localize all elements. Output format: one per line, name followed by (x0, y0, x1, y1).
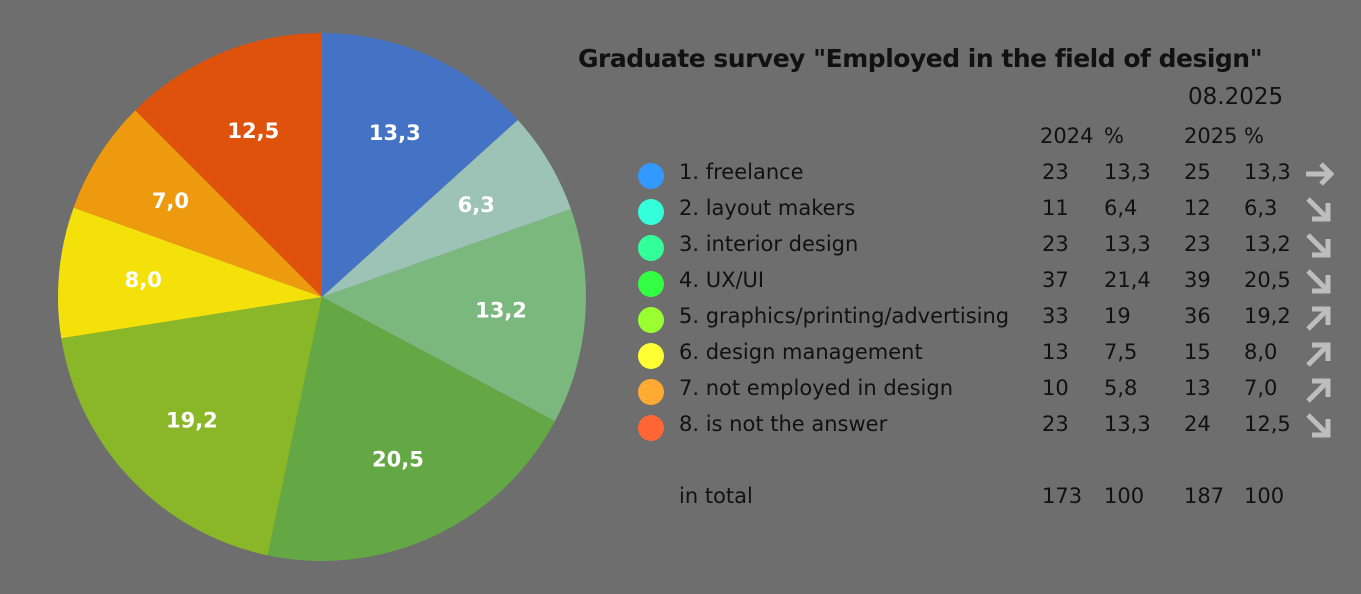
legend-dot-5 (638, 307, 664, 333)
value-2025-7: 13 (1184, 376, 1211, 400)
pie-slice-4 (267, 297, 555, 561)
legend-label-7: 7. not employed in design (679, 376, 954, 400)
legend-label-4: 4. UX/UI (679, 268, 765, 292)
col-header-2024-percent: % (1104, 124, 1124, 148)
percent-2024-7: 5,8 (1104, 376, 1138, 400)
pie-slice-1 (322, 33, 518, 297)
percent-2025-4: 20,5 (1244, 268, 1291, 292)
value-2025-2: 12 (1184, 196, 1211, 220)
percent-2024-1: 13,3 (1104, 160, 1151, 184)
legend-dot-8 (638, 415, 664, 441)
pie-slice-8 (135, 33, 322, 297)
col-header-2024: 2024 (1040, 124, 1094, 148)
pie-slice-label-2: 6,3 (458, 193, 495, 217)
percent-2025-6: 8,0 (1244, 340, 1278, 364)
legend-label-5: 5. graphics/printing/advertising (679, 304, 1010, 328)
total-2025: 187 (1184, 484, 1225, 508)
legend-dot-1 (638, 163, 664, 189)
total-label: in total (679, 484, 753, 508)
arrow-up-right-icon (1304, 303, 1334, 333)
legend-label-1: 1. freelance (679, 160, 804, 184)
legend-label-2: 2. layout makers (679, 196, 856, 220)
arrow-up-right-icon (1304, 375, 1334, 405)
percent-2024-8: 13,3 (1104, 412, 1151, 436)
value-2025-5: 36 (1184, 304, 1211, 328)
pie-slice-label-4: 20,5 (372, 448, 424, 472)
value-2024-4: 37 (1042, 268, 1069, 292)
legend-dot-2 (638, 199, 664, 225)
legend-dot-3 (638, 235, 664, 261)
pie-slice-label-8: 12,5 (227, 119, 279, 143)
value-2024-7: 10 (1042, 376, 1069, 400)
value-2025-8: 24 (1184, 412, 1211, 436)
value-2024-2: 11 (1042, 196, 1069, 220)
pie-slice-label-7: 7,0 (152, 189, 189, 213)
percent-2024-5: 19 (1104, 304, 1131, 328)
pie-slice-2 (322, 119, 571, 297)
value-2025-1: 25 (1184, 160, 1211, 184)
value-2024-8: 23 (1042, 412, 1069, 436)
value-2024-1: 23 (1042, 160, 1069, 184)
legend-dot-6 (638, 343, 664, 369)
percent-2025-3: 13,2 (1244, 232, 1291, 256)
col-header-2025-percent: % (1244, 124, 1264, 148)
pie-slice-7 (73, 110, 322, 297)
percent-2025-7: 7,0 (1244, 376, 1278, 400)
percent-2024-4: 21,4 (1104, 268, 1151, 292)
arrow-down-right-icon (1304, 195, 1334, 225)
pie-slice-5 (61, 297, 323, 556)
percent-2024-6: 7,5 (1104, 340, 1138, 364)
legend-dot-7 (638, 379, 664, 405)
total-2024: 173 (1042, 484, 1083, 508)
col-header-2025: 2025 (1184, 124, 1238, 148)
arrow-right-icon (1304, 159, 1335, 189)
value-2025-6: 15 (1184, 340, 1211, 364)
arrow-down-right-icon (1304, 411, 1334, 441)
total-2024-percent: 100 (1104, 484, 1145, 508)
arrow-down-right-icon (1304, 231, 1334, 261)
percent-2025-1: 13,3 (1244, 160, 1291, 184)
percent-2025-8: 12,5 (1244, 412, 1291, 436)
legend-label-3: 3. interior design (679, 232, 859, 256)
percent-2024-2: 6,4 (1104, 196, 1138, 220)
pie-slice-label-3: 13,2 (475, 299, 527, 323)
arrow-down-right-icon (1304, 267, 1334, 297)
arrow-up-right-icon (1304, 339, 1334, 369)
pie-slice-label-1: 13,3 (369, 121, 421, 145)
value-2024-6: 13 (1042, 340, 1069, 364)
chart-title: Graduate survey "Employed in the field o… (578, 44, 1263, 73)
value-2024-3: 23 (1042, 232, 1069, 256)
percent-2025-5: 19,2 (1244, 304, 1291, 328)
percent-2025-2: 6,3 (1244, 196, 1278, 220)
pie-slice-label-5: 19,2 (166, 409, 218, 433)
value-2025-4: 39 (1184, 268, 1211, 292)
value-2024-5: 33 (1042, 304, 1069, 328)
pie-slice-3 (322, 209, 586, 422)
pie-slice-label-6: 8,0 (125, 268, 162, 292)
legend-label-6: 6. design management (679, 340, 923, 364)
chart-date: 08.2025 (1188, 84, 1284, 110)
pie-chart: 13,3 6,3 13,2 20,5 19,2 8,0 7,0 12,5 (58, 33, 586, 561)
percent-2024-3: 13,3 (1104, 232, 1151, 256)
legend-label-8: 8. is not the answer (679, 412, 888, 436)
legend-dot-4 (638, 271, 664, 297)
pie-slice-6 (58, 207, 323, 339)
total-2025-percent: 100 (1244, 484, 1285, 508)
value-2025-3: 23 (1184, 232, 1211, 256)
